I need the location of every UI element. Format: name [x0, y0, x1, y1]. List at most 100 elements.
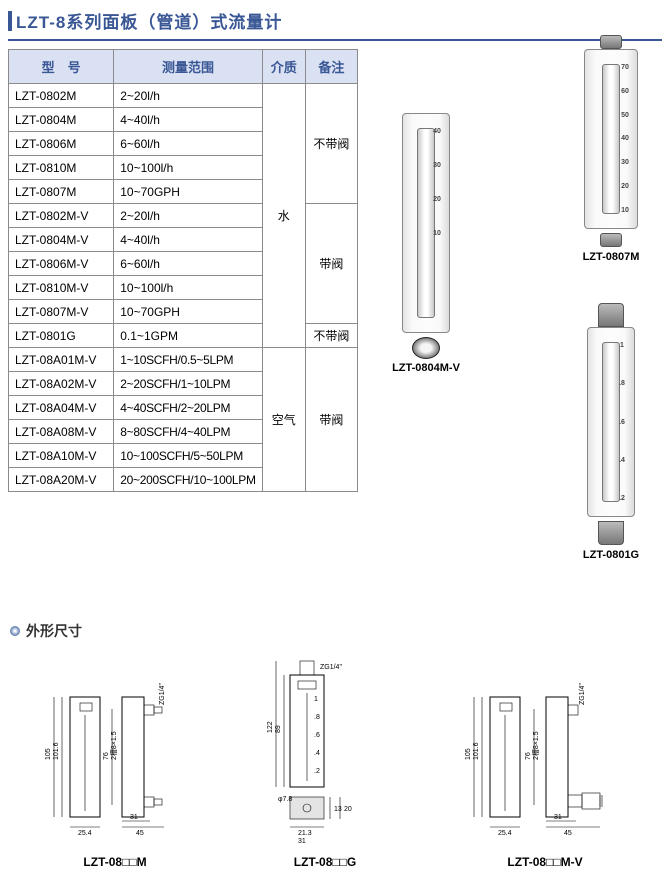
cell-range: 1~10SCFH/0.5~5LPM [114, 348, 262, 372]
svg-text:2槽8×1.5: 2槽8×1.5 [109, 731, 118, 760]
svg-text:.6: .6 [314, 732, 320, 739]
svg-text:2槽8×1.5: 2槽8×1.5 [531, 731, 540, 760]
tick: 1 [614, 342, 630, 349]
svg-text:89: 89 [275, 725, 282, 733]
drawing-m-svg: 105 101.6 76 2槽8×1.5 ZG1/4" 25.4 45 31 [30, 675, 200, 845]
svg-text:45: 45 [564, 830, 572, 837]
svg-text:25.4: 25.4 [78, 830, 92, 837]
drawing-g-svg: ZG1/4" 1 .8 .6 .4 .2 122 89 φ7.8 13 20 [240, 655, 410, 845]
svg-text:.4: .4 [314, 750, 320, 757]
tick: 60 [617, 88, 633, 95]
drawing-mv-label: LZT-08□□M-V [450, 855, 640, 869]
tick: .6 [614, 419, 630, 426]
cell-model: LZT-0807M-V [9, 300, 114, 324]
drawing-g-label: LZT-08□□G [240, 855, 410, 869]
svg-text:φ7.8: φ7.8 [278, 796, 292, 803]
tick: 70 [617, 64, 633, 71]
cell-range: 6~60l/h [114, 252, 262, 276]
cell-model: LZT-08A10M-V [9, 444, 114, 468]
tick: 30 [429, 162, 445, 169]
cell-range: 4~40l/h [114, 228, 262, 252]
fitting-bottom [598, 521, 624, 545]
cell-range: 2~20SCFH/1~10LPM [114, 372, 262, 396]
cell-range: 10~100SCFH/5~50LPM [114, 444, 262, 468]
svg-text:1: 1 [314, 696, 318, 703]
fitting-top [600, 35, 622, 49]
cell-range: 0.1~1GPM [114, 324, 262, 348]
main-content-row: 型 号 测量范围 介质 备注 LZT-0802M 2~20l/h 水 不带阀 L… [8, 47, 662, 607]
cell-range: 8~80SCFH/4~40LPM [114, 420, 262, 444]
th-range: 测量范围 [114, 50, 262, 84]
dimension-drawings: 105 101.6 76 2槽8×1.5 ZG1/4" 25.4 45 31 L… [8, 647, 662, 877]
cell-model: LZT-0810M-V [9, 276, 114, 300]
drawing-m: 105 101.6 76 2槽8×1.5 ZG1/4" 25.4 45 31 L… [30, 675, 200, 869]
title-underline [8, 39, 662, 41]
cell-model: LZT-0804M-V [9, 228, 114, 252]
cell-range: 20~200SCFH/10~100LPM [114, 468, 262, 492]
page-title: LZT-8系列面板（管道）式流量计 [16, 8, 282, 33]
svg-text:76: 76 [525, 752, 532, 760]
product-0804mv: 40 30 20 10 LZT-0804M-V [386, 113, 466, 374]
cell-model: LZT-0806M [9, 132, 114, 156]
svg-text:.8: .8 [314, 714, 320, 721]
product-label: LZT-0807M [566, 251, 656, 263]
scale-ticks: 1 .8 .6 .4 .2 [614, 342, 630, 502]
cell-range: 10~100l/h [114, 156, 262, 180]
scale-ticks: 70 60 50 40 30 20 10 [617, 64, 633, 214]
svg-text:101.6: 101.6 [473, 742, 480, 760]
cell-range: 2~20l/h [114, 84, 262, 108]
svg-text:31: 31 [130, 814, 138, 821]
dimensions-title: 外形尺寸 [26, 621, 82, 641]
svg-text:31: 31 [554, 814, 562, 821]
svg-text:105: 105 [45, 748, 52, 760]
dimensions-header: 外形尺寸 [10, 621, 662, 641]
scale-ticks: 40 30 20 10 [429, 128, 445, 318]
svg-text:25.4: 25.4 [498, 830, 512, 837]
tick: 10 [617, 207, 633, 214]
cell-model: LZT-08A02M-V [9, 372, 114, 396]
cell-range: 2~20l/h [114, 204, 262, 228]
table-row: LZT-0802M 2~20l/h 水 不带阀 [9, 84, 358, 108]
cell-model: LZT-0801G [9, 324, 114, 348]
cell-note-novalve: 不带阀 [305, 324, 357, 348]
tick: 20 [429, 196, 445, 203]
th-note: 备注 [305, 50, 357, 84]
svg-text:101.6: 101.6 [53, 742, 60, 760]
cell-model: LZT-0810M [9, 156, 114, 180]
svg-text:.2: .2 [314, 768, 320, 775]
title-bar: LZT-8系列面板（管道）式流量计 [8, 8, 662, 33]
svg-text:13: 13 [334, 806, 342, 813]
tick: .2 [614, 495, 630, 502]
fitting-top [598, 303, 624, 327]
svg-text:21.3: 21.3 [298, 830, 312, 837]
svg-text:122: 122 [267, 721, 274, 733]
fitting-bottom [600, 233, 622, 247]
svg-text:105: 105 [465, 748, 472, 760]
meter-body: 1 .8 .6 .4 .2 [587, 327, 635, 517]
tick: 30 [617, 159, 633, 166]
cell-model: LZT-0802M-V [9, 204, 114, 228]
tick: 40 [617, 135, 633, 142]
cell-range: 10~70GPH [114, 300, 262, 324]
drawing-mv-svg: 105 101.6 76 2槽8×1.5 ZG1/4" 25.4 45 31 [450, 675, 640, 845]
tick: .8 [614, 380, 630, 387]
svg-text:76: 76 [103, 752, 110, 760]
cell-model: LZT-08A08M-V [9, 420, 114, 444]
product-label: LZT-0801G [566, 549, 656, 561]
svg-text:20: 20 [344, 806, 352, 813]
cell-model: LZT-08A01M-V [9, 348, 114, 372]
meter-body: 40 30 20 10 [402, 113, 450, 333]
tick: 50 [617, 112, 633, 119]
cell-model: LZT-0804M [9, 108, 114, 132]
svg-text:31: 31 [298, 838, 306, 845]
cell-model: LZT-0807M [9, 180, 114, 204]
cell-range: 10~70GPH [114, 180, 262, 204]
meter-body: 70 60 50 40 30 20 10 [584, 49, 638, 229]
svg-text:ZG1/4": ZG1/4" [579, 683, 586, 705]
cell-note-valve: 带阀 [305, 348, 357, 492]
cell-range: 10~100l/h [114, 276, 262, 300]
table-row: LZT-0801G 0.1~1GPM 不带阀 [9, 324, 358, 348]
svg-text:ZG1/4": ZG1/4" [159, 683, 166, 705]
product-label: LZT-0804M-V [386, 362, 466, 374]
title-accent [8, 11, 12, 31]
